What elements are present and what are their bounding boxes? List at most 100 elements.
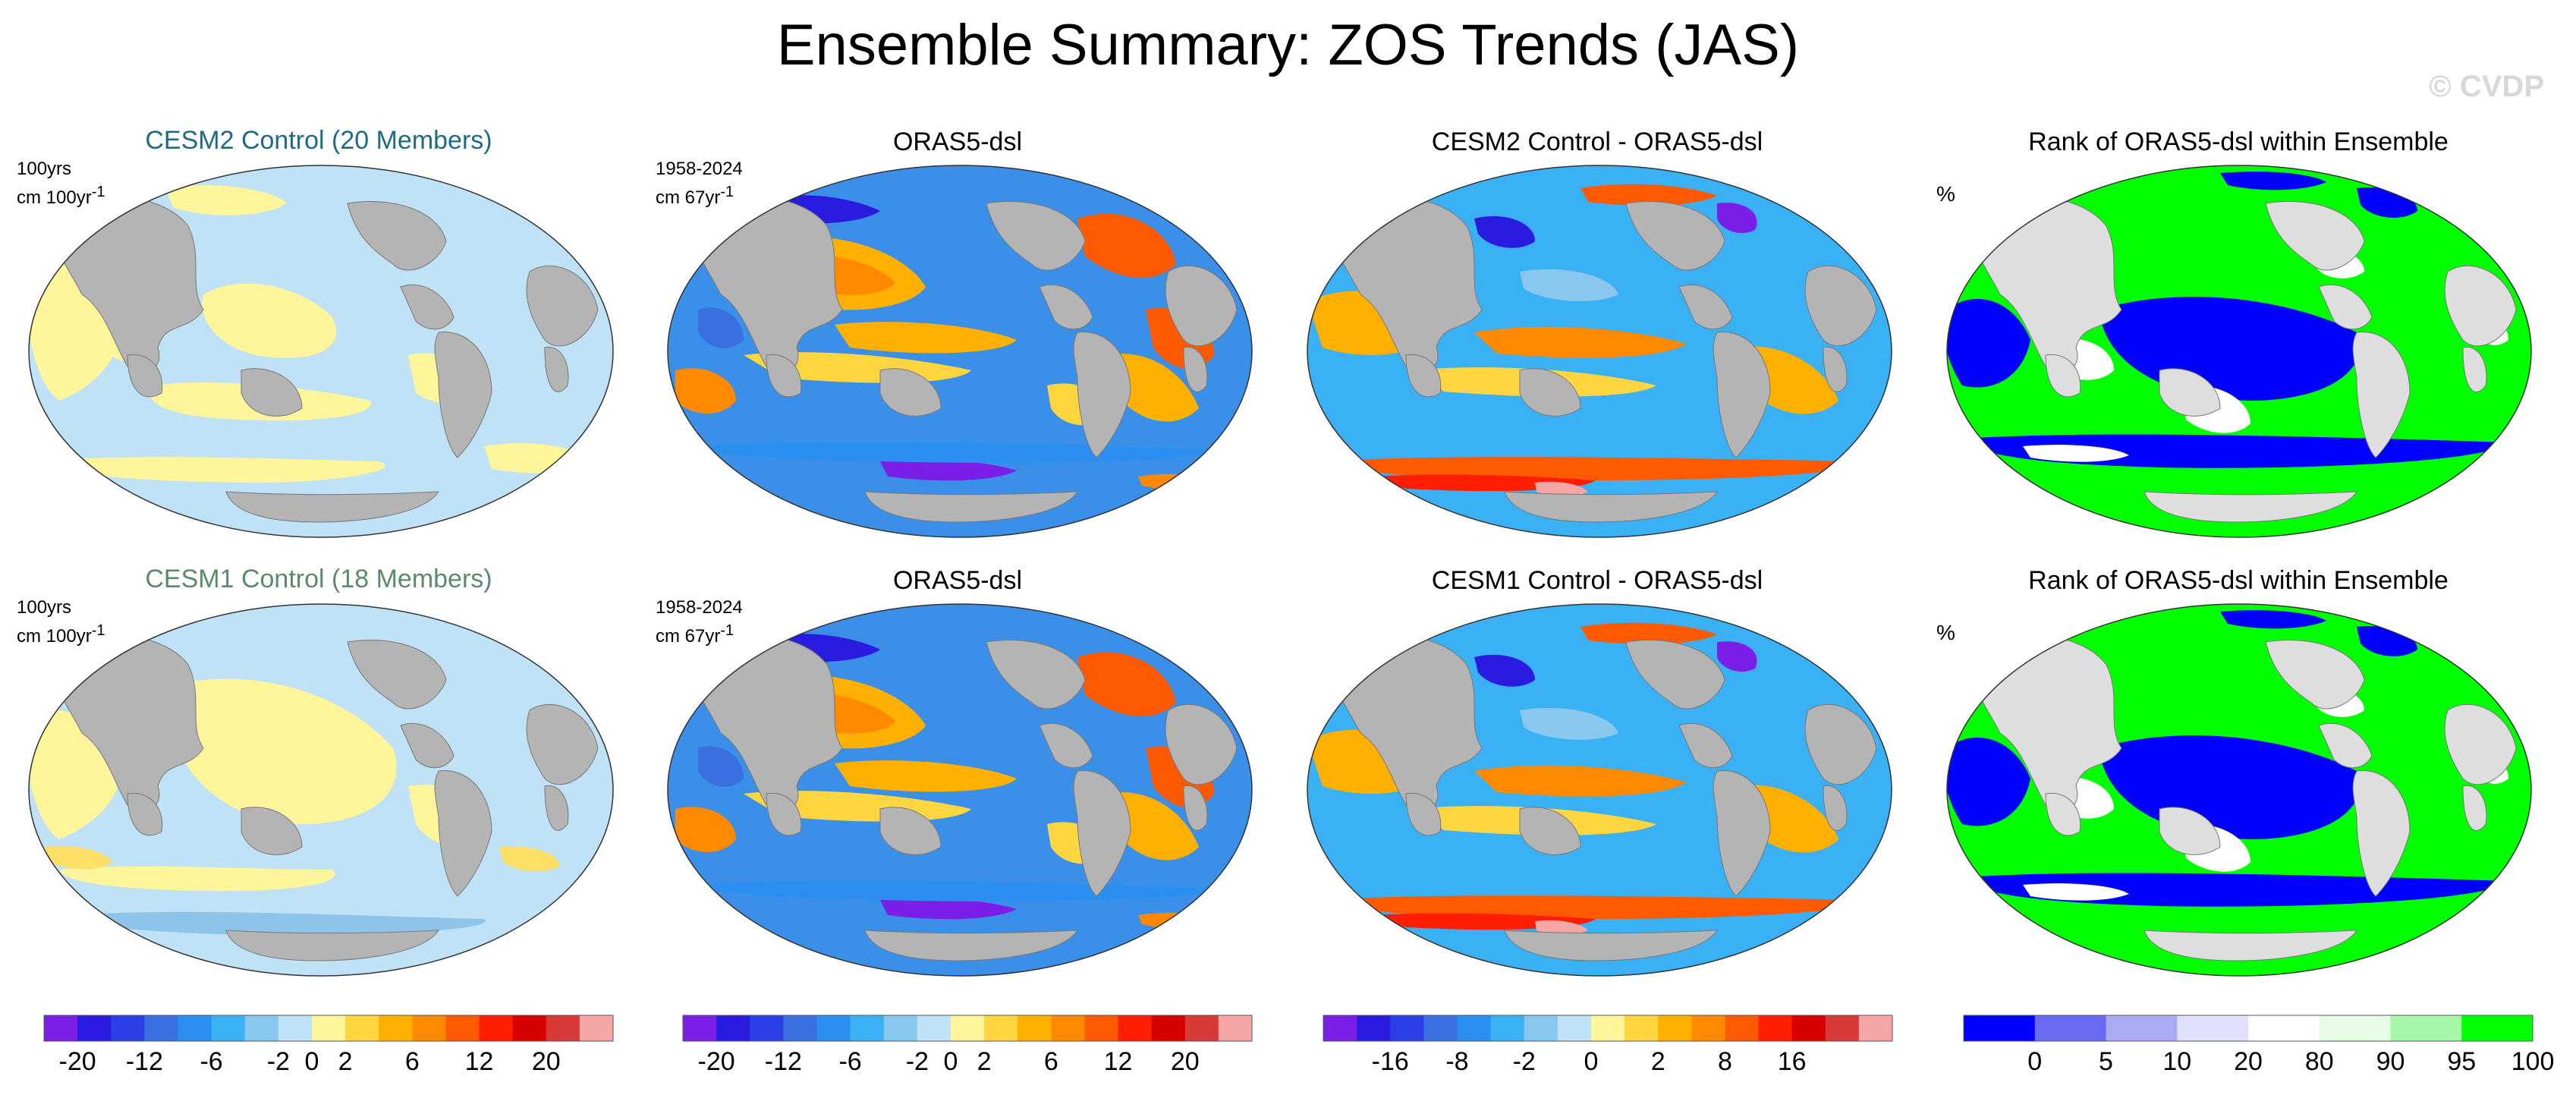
colorbar-swatch (278, 1015, 313, 1041)
colorbar-swatch (1084, 1015, 1119, 1041)
colorbar-swatch (1725, 1015, 1760, 1041)
colorbar-frame (43, 1015, 614, 1042)
trend-region (1947, 737, 2030, 826)
colorbar-tick-label: 0 (2027, 1047, 2042, 1076)
colorbar-swatch (345, 1015, 379, 1041)
colorbar-swatch (2390, 1015, 2462, 1041)
colorbar-swatch (2106, 1015, 2178, 1041)
colorbar-tick-label: 0 (304, 1047, 319, 1076)
trend-region (1474, 326, 1687, 358)
colorbar-swatch (2177, 1015, 2249, 1041)
units-sup: -1 (720, 184, 734, 200)
map-rank-row1 (1946, 165, 2532, 538)
model-units-row2: cm 100yr (17, 626, 92, 647)
colorbar-tick-label: 2 (338, 1047, 353, 1076)
cvdp-watermark: © CVDP (2429, 70, 2544, 103)
land-mass (1183, 346, 1208, 392)
trend-region (1474, 654, 1535, 687)
colorbar-swatch (1051, 1015, 1085, 1041)
colorbar-tick-label: -12 (126, 1047, 163, 1076)
land-mass (1073, 770, 1131, 897)
land-mass (2144, 930, 2357, 961)
colorbar-tick-label: -2 (906, 1047, 929, 1076)
trend-region (499, 846, 560, 872)
land-mass (2444, 265, 2517, 347)
land-mass (2462, 785, 2487, 831)
trend-region (675, 368, 736, 414)
colorbar-swatch (1590, 1015, 1625, 1041)
colorbar-swatch (716, 1015, 750, 1041)
obs-units-row2: cm 67yr (656, 626, 721, 647)
trend-region (1581, 622, 1717, 644)
colorbar-swatch (512, 1015, 547, 1041)
colorbar-swatch (1357, 1015, 1391, 1041)
colorbar-swatch (445, 1015, 480, 1041)
land-mass (986, 200, 1086, 271)
land-mass (1519, 807, 1581, 855)
colorbar-tick-label: 80 (2305, 1047, 2334, 1076)
map-diff-row1 (1307, 165, 1892, 538)
colorbar-swatch (1625, 1015, 1659, 1041)
colorbar-tick-label: -2 (1513, 1047, 1536, 1076)
colorbar-tick-label: 20 (1171, 1047, 1200, 1076)
trend-region (698, 307, 744, 348)
colorbar-rank: 0 5 10 20 80 90 95 100 (1963, 1015, 2554, 1076)
map-obs-row1 (667, 165, 1253, 538)
land-mass (1971, 195, 2122, 373)
colorbar-frame (682, 1015, 1253, 1042)
trend-region (59, 866, 335, 892)
trend-region (1581, 184, 1717, 206)
colorbar-tick-label: -12 (765, 1047, 802, 1076)
colorbar-swatch (2319, 1015, 2391, 1041)
colorbar-swatch (379, 1015, 413, 1041)
map-rank-row2 (1946, 603, 2532, 977)
land-mass (241, 368, 303, 417)
colorbar-tick-label: 5 (2099, 1047, 2113, 1076)
panel-title-diff-row2: CESM1 Control - ORAS5-dsl (1431, 566, 1763, 595)
trend-region (698, 746, 744, 787)
trend-region (1535, 920, 1588, 936)
map-border (667, 165, 1253, 538)
land-mass (2352, 332, 2411, 458)
colorbar-swatch (178, 1015, 212, 1041)
map-diff-row2 (1307, 603, 1892, 977)
colorbar-swatch (244, 1015, 279, 1041)
colorbar-swatch (1151, 1015, 1186, 1041)
colorbar-tick-label: 100 (2512, 1047, 2555, 1076)
colorbar-swatch (1323, 1015, 1357, 1041)
land-mass (2352, 770, 2411, 897)
land-mass (1625, 200, 1725, 271)
land-mass (1073, 332, 1131, 458)
land-mass (225, 930, 439, 961)
map-model-row2 (28, 603, 614, 977)
trend-region (44, 457, 385, 483)
colorbar-swatch (1490, 1015, 1525, 1041)
colorbar-swatch (546, 1015, 580, 1041)
colorbar-frame (1963, 1015, 2534, 1042)
colorbar-swatch (1691, 1015, 1725, 1041)
trend-region (484, 443, 598, 474)
colorbar-swatch (750, 1015, 784, 1041)
land-mass (2159, 368, 2221, 417)
trend-region (1535, 481, 1588, 497)
colorbar-swatch (950, 1015, 985, 1041)
colorbar-swatch (917, 1015, 951, 1041)
land-mass (1165, 265, 1238, 347)
land-mass (2318, 722, 2373, 769)
colorbar-swatch (1825, 1015, 1860, 1041)
colorbar-tick-label: 6 (1044, 1047, 1058, 1076)
colorbar-obs: -20 -12 -6 -2 0 2 6 12 20 (682, 1015, 1253, 1076)
land-mass (1332, 195, 1483, 373)
colorbar-tick-label: 0 (1584, 1047, 1598, 1076)
land-mass (127, 354, 163, 398)
model-annotation-row2: 100yrs cm 100yr-1 (17, 596, 105, 648)
land-mass (526, 265, 599, 347)
land-mass (1504, 491, 1718, 523)
colorbar-tick-label: 20 (532, 1047, 561, 1076)
colorbar-swatch (1218, 1015, 1253, 1041)
land-mass (127, 792, 163, 836)
land-mass (766, 354, 802, 398)
land-mass (1165, 703, 1238, 785)
land-mass (347, 639, 447, 710)
units-sup: -1 (91, 184, 105, 200)
